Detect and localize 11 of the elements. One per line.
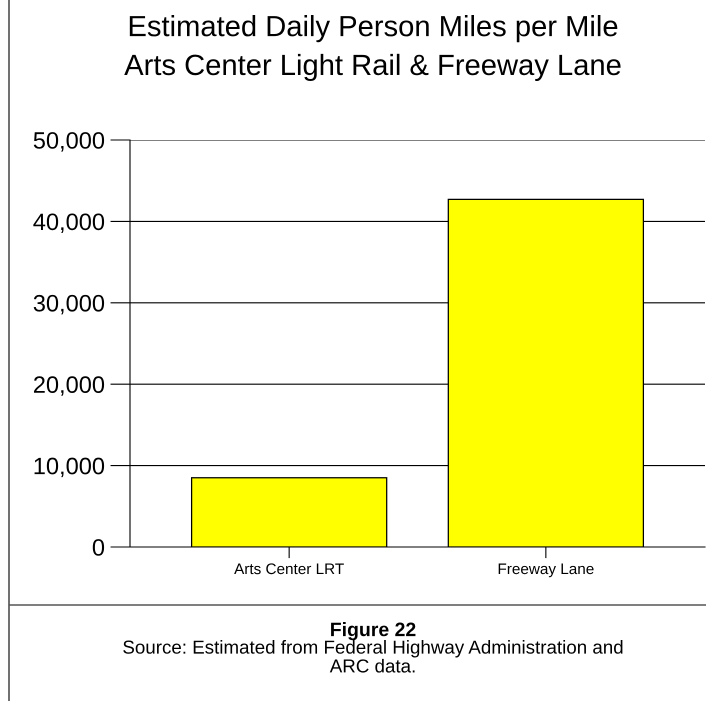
- y-tick-label: 10,000: [34, 458, 104, 478]
- chart-title: Estimated Daily Person Miles per Mile Arts Center Light Rail & Freeway Lane: [124, 15, 621, 82]
- source-note: Source: Estimated from Federal Highway Administration and ARC data.: [123, 640, 622, 673]
- y-tick-label: 20,000: [34, 376, 104, 396]
- y-tick-label: 0: [92, 539, 104, 556]
- y-tick-label: 50,000: [34, 132, 104, 152]
- caption: Figure 22: [331, 622, 416, 640]
- x-tick-label: Freeway Lane: [498, 564, 594, 578]
- x-tick-label: Arts Center LRT: [234, 563, 344, 574]
- y-tick-label: 40,000: [33, 213, 104, 233]
- y-tick-label: 30,000: [34, 294, 104, 314]
